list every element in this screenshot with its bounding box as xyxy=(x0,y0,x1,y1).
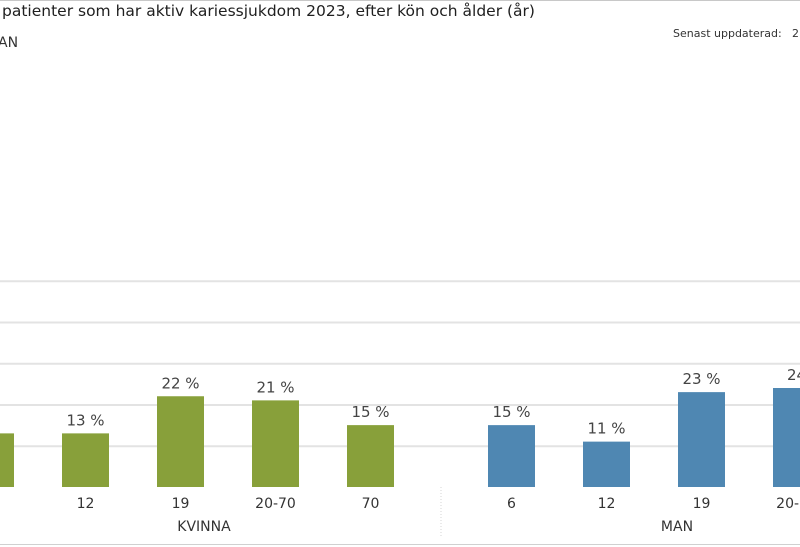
bar xyxy=(347,425,394,487)
data-label: 21 % xyxy=(256,378,294,396)
bar xyxy=(157,396,204,487)
data-label: 24 xyxy=(787,366,800,384)
bar xyxy=(488,425,535,487)
last-updated-value: 2 xyxy=(792,27,799,40)
last-updated-label: Senast uppdaterad: xyxy=(673,27,782,40)
x-tick-label: 12 xyxy=(598,496,616,512)
chart-subtitle: AN xyxy=(0,35,19,51)
data-label: 15 % xyxy=(351,403,389,421)
data-label: 13 % xyxy=(66,411,104,429)
top-border xyxy=(0,0,800,1)
bottom-border xyxy=(0,544,800,545)
group-label: MAN xyxy=(661,519,693,535)
x-tick-label: 70 xyxy=(362,496,380,512)
data-label: 11 % xyxy=(587,420,625,438)
bar xyxy=(252,400,299,487)
bar xyxy=(583,441,630,487)
chart-title: patienter som har aktiv kariessjukdom 20… xyxy=(2,2,535,20)
data-label: 22 % xyxy=(161,374,199,392)
bar xyxy=(62,433,109,487)
group-label: KVINNA xyxy=(177,519,231,535)
x-tick-label: 12 xyxy=(77,496,95,512)
data-label: 15 % xyxy=(492,403,530,421)
x-tick-label: 6 xyxy=(507,496,516,512)
x-tick-label: 20-70 xyxy=(255,496,296,512)
data-label: 23 % xyxy=(682,370,720,388)
bar xyxy=(0,433,14,487)
bar xyxy=(678,392,725,487)
x-tick-label: 20-70 xyxy=(776,496,800,512)
x-tick-label: 19 xyxy=(172,496,190,512)
bar xyxy=(773,388,800,487)
x-tick-label: 19 xyxy=(693,496,711,512)
